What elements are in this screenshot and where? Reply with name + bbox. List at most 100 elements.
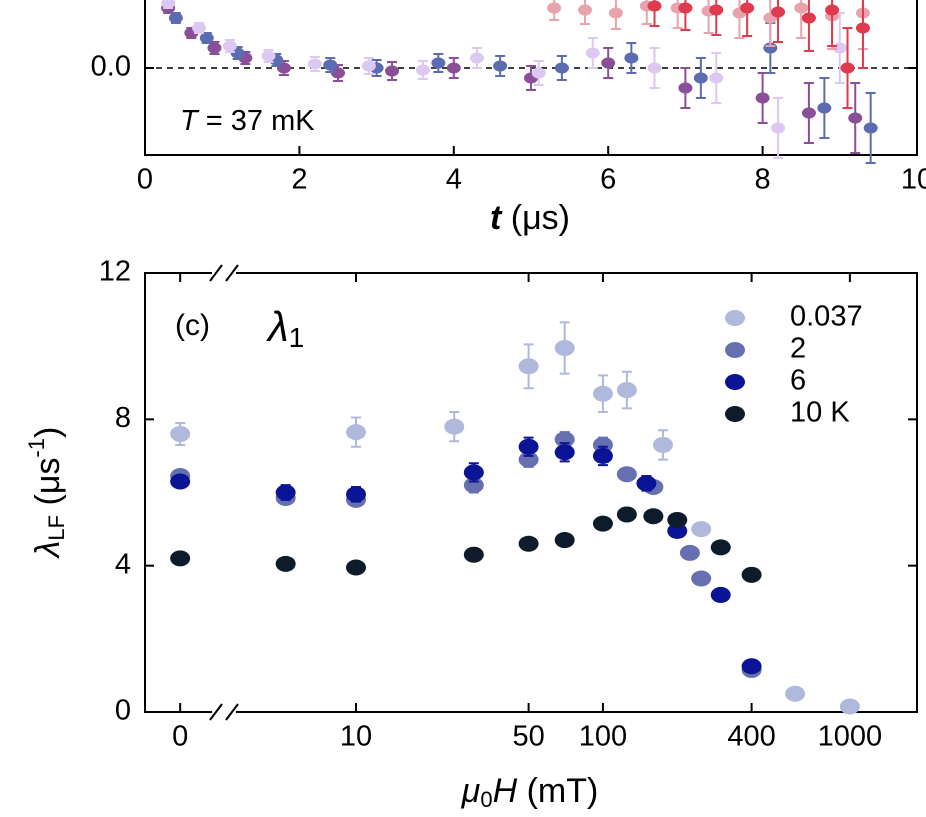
data-point	[518, 438, 539, 455]
y-tick-label: 12	[99, 256, 131, 288]
x-tick-label: 0	[172, 721, 188, 753]
data-point	[592, 385, 613, 402]
x-tick-label: 50	[512, 721, 544, 753]
data-point	[710, 586, 731, 603]
data-point	[199, 32, 214, 44]
annotation-rest: = 37 mK	[198, 105, 316, 137]
data-point	[667, 522, 688, 539]
data-point	[848, 112, 863, 124]
annotation: λ1	[266, 303, 304, 353]
data-point	[678, 82, 693, 94]
y-axis-title-superscript: -1	[24, 438, 49, 458]
x-tick-label: 10	[901, 164, 926, 196]
data-point	[585, 47, 600, 59]
data-point	[493, 60, 508, 72]
data-point	[275, 555, 296, 572]
panel-top: 0.0 0 2 4 6 8 10	[91, 0, 926, 196]
data-point	[431, 57, 446, 69]
y-tick-label: 8	[115, 402, 131, 434]
legend-label: 10 K	[790, 397, 850, 429]
x-tick-label: 4	[446, 164, 462, 196]
x-axis-title-italic: t	[490, 199, 503, 237]
data-point	[170, 473, 191, 490]
data-point	[624, 52, 639, 64]
axis-break	[225, 264, 239, 282]
legend-marker	[725, 406, 745, 422]
data-point	[616, 506, 637, 523]
y-axis-title-symbol: λ	[29, 541, 67, 560]
data-point	[741, 658, 762, 675]
data-point	[691, 570, 712, 587]
legend-label: 0.037	[790, 301, 863, 333]
legend-marker	[725, 342, 745, 358]
data-point	[323, 59, 338, 71]
data-point	[518, 535, 539, 552]
x-tick-label: 6	[600, 164, 616, 196]
data-point	[825, 4, 840, 16]
data-point	[636, 475, 657, 492]
data-point	[647, 0, 662, 12]
data-point	[709, 4, 724, 16]
annotation-italic: T	[180, 105, 200, 137]
axis-break	[225, 703, 239, 721]
x-axis-title-rest: (mT)	[517, 772, 598, 810]
data-point	[446, 62, 461, 74]
data-point	[817, 102, 832, 114]
data-point	[554, 62, 569, 74]
x-tick-label: 1000	[818, 721, 883, 753]
panel-label: (c)	[175, 309, 210, 342]
data-point	[691, 521, 712, 538]
data-point	[554, 532, 575, 549]
data-point	[469, 52, 484, 64]
x-axis-title-symbol: μ	[461, 772, 481, 810]
x-tick-label: 2	[291, 164, 307, 196]
data-point	[709, 72, 724, 84]
data-point	[168, 12, 183, 24]
data-point	[554, 444, 575, 461]
axis-break	[209, 264, 223, 282]
data-point	[547, 2, 562, 14]
x-axis-title: μ0H (mT)	[461, 772, 599, 812]
data-point	[463, 546, 484, 563]
data-point	[840, 62, 855, 74]
data-point	[261, 50, 276, 62]
data-point	[771, 6, 786, 18]
data-point	[331, 67, 345, 79]
legend-marker	[725, 374, 745, 390]
data-point	[643, 508, 664, 525]
data-point	[385, 65, 400, 77]
data-point	[578, 4, 593, 16]
data-point	[710, 539, 731, 556]
data-point	[346, 559, 366, 576]
data-point	[170, 550, 191, 567]
data-point	[678, 2, 693, 14]
data-point	[601, 57, 616, 69]
data-point	[592, 436, 613, 453]
data-point	[693, 72, 708, 84]
annotation-symbol: λ	[266, 303, 289, 350]
data-point	[855, 22, 870, 34]
y-axis-title: λLF (μs-1)	[24, 427, 69, 560]
y-tick-label: 0	[115, 695, 131, 727]
data-point	[275, 484, 296, 501]
data-point	[863, 122, 878, 134]
y-tick-label: 0.0	[91, 51, 131, 83]
data-point	[463, 464, 484, 481]
x-tick-label: 8	[755, 164, 771, 196]
data-point	[346, 424, 366, 441]
x-tick-label: 400	[727, 721, 775, 753]
data-point	[741, 566, 762, 583]
x-axis-title-subscript: 0	[480, 787, 492, 812]
data-point	[771, 122, 786, 134]
data-point	[592, 447, 613, 464]
data-point	[839, 698, 860, 715]
legend-marker	[725, 310, 745, 326]
data-point	[444, 418, 465, 435]
data-point	[647, 62, 662, 74]
axis-break	[209, 703, 223, 721]
data-point	[616, 466, 637, 483]
x-tick-label: 100	[579, 721, 627, 753]
x-axis-title: t (μs)	[490, 199, 570, 237]
